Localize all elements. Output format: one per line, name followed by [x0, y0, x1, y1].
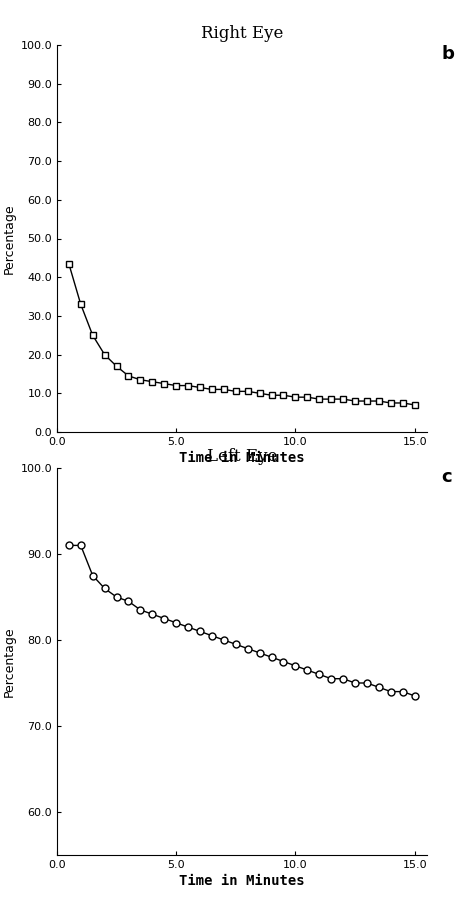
X-axis label: Time in Minutes: Time in Minutes	[179, 451, 305, 465]
X-axis label: Time in Minutes: Time in Minutes	[179, 874, 305, 888]
Text: c: c	[441, 468, 452, 486]
Text: b: b	[441, 45, 454, 63]
Title: Right Eye: Right Eye	[201, 25, 283, 42]
Title: Left Eye: Left Eye	[207, 448, 277, 465]
Y-axis label: Percentage: Percentage	[3, 626, 16, 697]
Y-axis label: Percentage: Percentage	[3, 203, 16, 274]
